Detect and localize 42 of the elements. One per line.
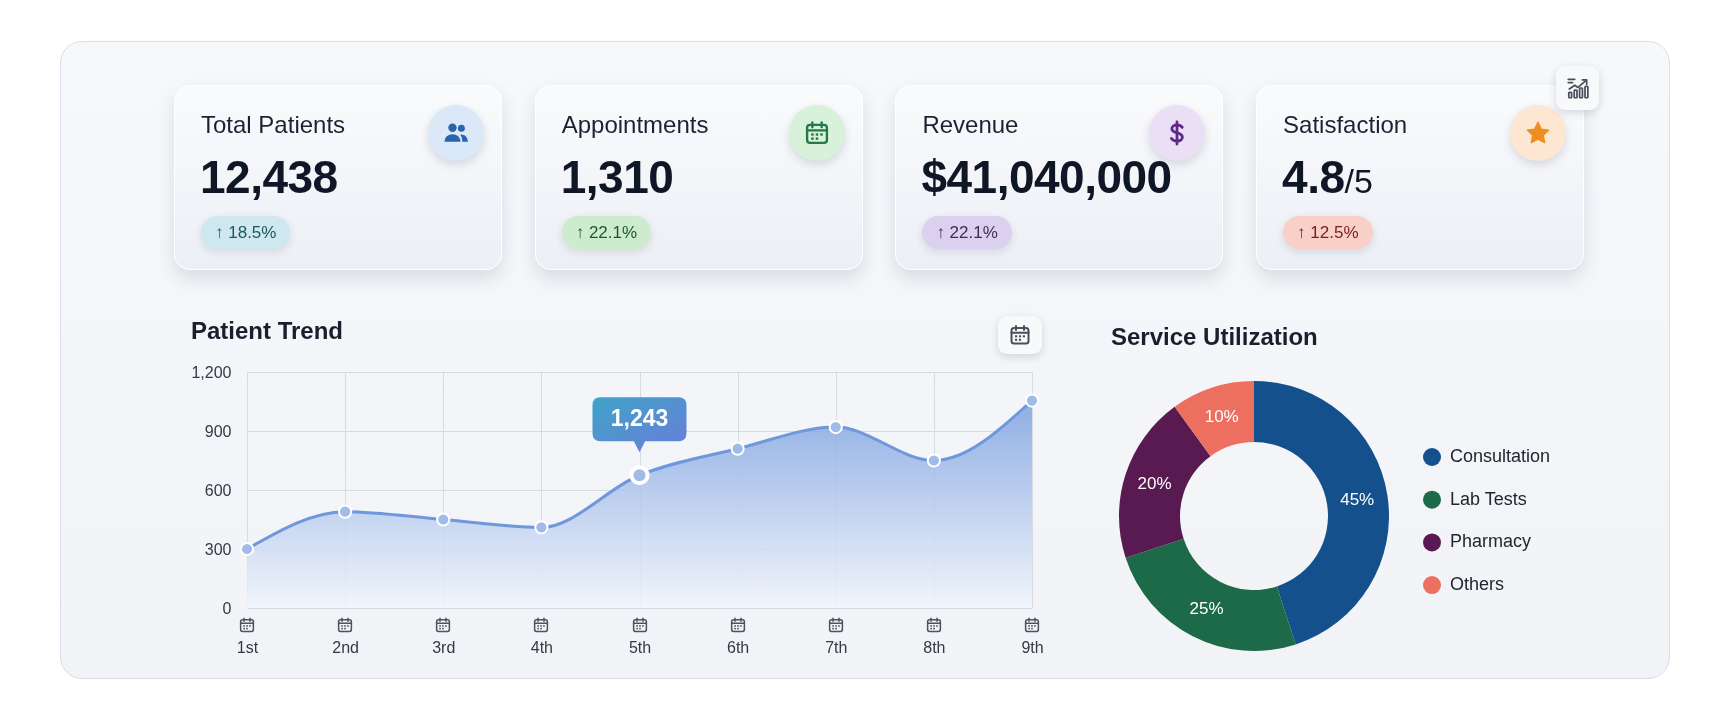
calendar-button[interactable]: [998, 316, 1042, 354]
text: Total Patients: [201, 111, 346, 139]
x-tick-label: 1st: [236, 638, 259, 656]
y-tick-label: 0: [222, 599, 232, 617]
text: ↑ 18.5%: [201, 216, 291, 249]
x-tick-label: 7th: [825, 638, 848, 656]
text: 4.8/5: [1282, 151, 1373, 203]
text: 1,310: [560, 151, 674, 203]
chart-title: Service Utilization: [1111, 323, 1318, 350]
legend-label: Others: [1450, 574, 1505, 595]
data-label: 20%: [1137, 473, 1172, 493]
x-tick-label: 3rd: [432, 638, 456, 656]
x-tick-label: 2nd: [332, 638, 359, 656]
donut-slice: [1254, 381, 1389, 645]
y-tick-label: 900: [204, 422, 232, 440]
donut-slice: [1174, 381, 1254, 457]
data-label: 25%: [1189, 599, 1224, 619]
y-tick-label: 1,200: [191, 363, 232, 381]
text: 12,438: [200, 151, 338, 203]
text: Satisfaction: [1283, 111, 1408, 139]
data-label: 45%: [1340, 489, 1375, 509]
text: ↑ 12.5%: [1283, 216, 1373, 249]
legend-label: Lab Tests: [1450, 488, 1527, 509]
text: $41,040,000: [921, 151, 1172, 203]
x-tick-label: 4th: [530, 638, 553, 656]
chart-button[interactable]: [1556, 66, 1599, 110]
legend-label: Consultation: [1450, 446, 1551, 466]
text: ↑ 22.1%: [922, 216, 1012, 249]
y-tick-label: 300: [204, 540, 232, 558]
x-tick-label: 5th: [628, 638, 652, 656]
data-label: 10%: [1204, 406, 1239, 426]
text: ↑ 22.1%: [561, 216, 652, 249]
x-tick-label: 9th: [1021, 638, 1044, 656]
donut-slice: [1125, 538, 1296, 651]
x-tick-label: 6th: [727, 638, 750, 656]
y-tick-label: 600: [204, 481, 232, 499]
text: Revenue: [922, 111, 1019, 139]
annotation: 1,243: [610, 405, 669, 432]
text: Appointments: [561, 111, 709, 139]
x-tick-label: 8th: [923, 638, 946, 656]
chart-title: Patient Trend: [190, 317, 343, 344]
legend-label: Pharmacy: [1450, 531, 1532, 552]
